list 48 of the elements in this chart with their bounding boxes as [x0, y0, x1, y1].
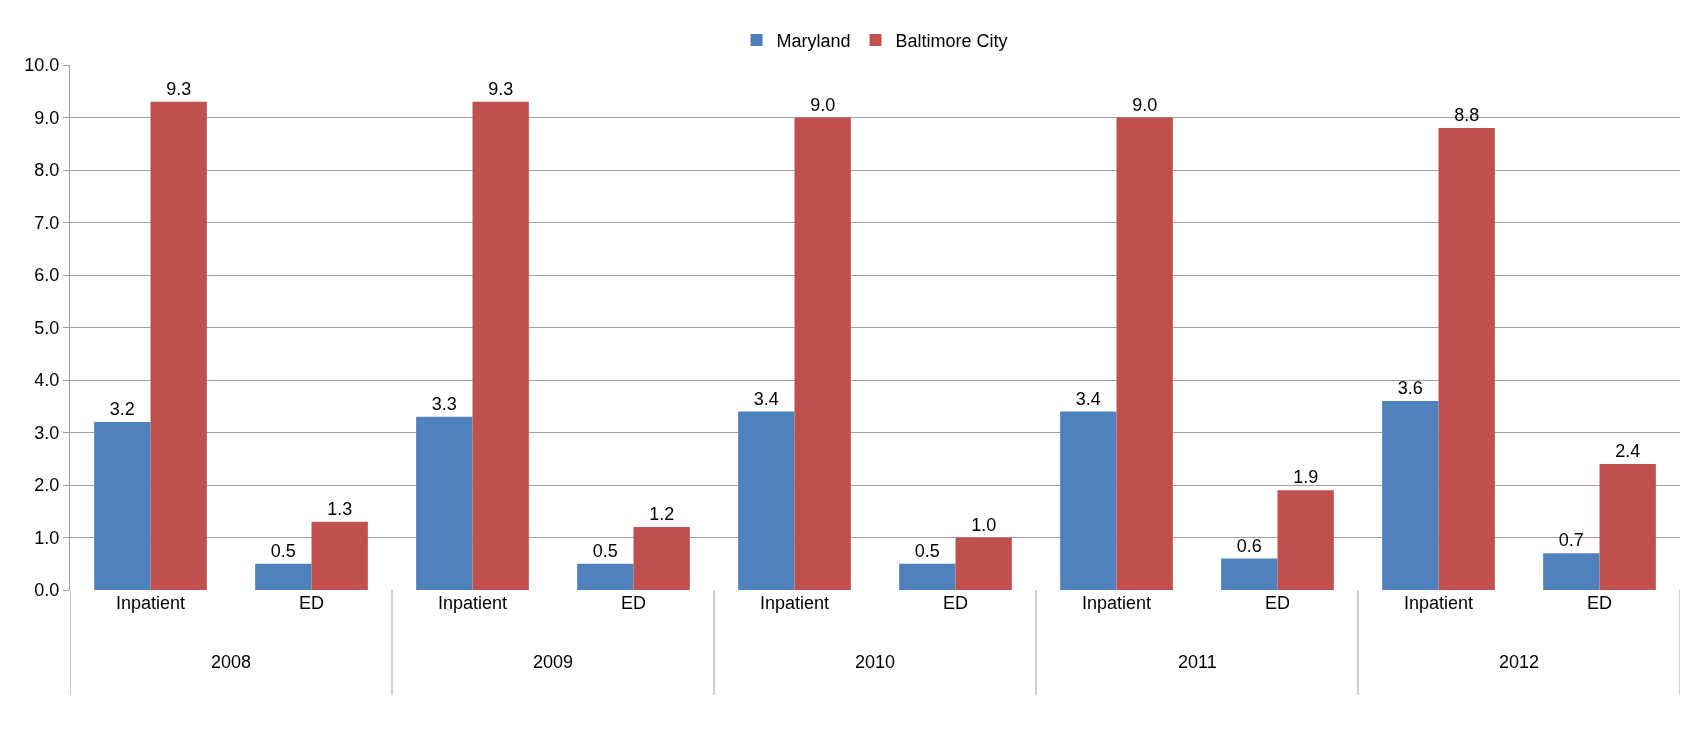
- y-tick-label: 1.0: [34, 527, 60, 548]
- data-label: 1.0: [971, 514, 997, 535]
- legend-label: Baltimore City: [895, 31, 1008, 52]
- data-label: 8.8: [1454, 105, 1480, 125]
- x-tick-label: ED: [620, 593, 647, 613]
- data-label: 1.9: [1293, 467, 1319, 488]
- text: 2008: [211, 652, 252, 672]
- y-tick-label: 7.0: [34, 212, 60, 233]
- text: 2009: [533, 652, 574, 672]
- text: 2011: [1178, 652, 1217, 672]
- y-tick-label: 5.0: [34, 317, 60, 338]
- text: 2010: [855, 652, 896, 672]
- y-tick-label: 3.0: [34, 422, 60, 443]
- data-label: 2.4: [1615, 441, 1641, 461]
- data-label: 0.5: [270, 540, 296, 561]
- x-tick-label: Inpatient: [115, 593, 186, 613]
- data-label: 9.0: [810, 94, 836, 115]
- y-tick-label: 2.0: [34, 475, 60, 496]
- x-tick-label: Inpatient: [1081, 593, 1152, 613]
- data-label: 0.5: [592, 540, 618, 561]
- x-tick-label: ED: [1586, 593, 1613, 613]
- data-label: 3.4: [753, 388, 779, 409]
- y-tick-label: 10.0: [24, 55, 60, 76]
- legend-label: Maryland: [776, 31, 851, 52]
- data-label: 1.3: [327, 498, 353, 519]
- data-label: 0.6: [1236, 535, 1262, 556]
- x-tick-label: ED: [298, 593, 325, 613]
- x-tick-label: ED: [942, 593, 969, 613]
- data-label: 0.7: [1558, 530, 1584, 551]
- text: 2012: [1499, 652, 1540, 672]
- x-tick-label: Inpatient: [437, 593, 508, 613]
- data-label: 3.2: [109, 399, 135, 419]
- data-label: 9.3: [488, 78, 514, 99]
- data-label: 1.2: [649, 504, 675, 524]
- y-tick-label: 8.0: [34, 160, 60, 181]
- data-label: 3.3: [431, 393, 457, 414]
- y-tick-label: 0.0: [34, 580, 60, 601]
- y-tick-label: 4.0: [34, 370, 60, 391]
- data-label: 3.6: [1397, 378, 1423, 398]
- data-label: 9.0: [1132, 94, 1158, 115]
- y-tick-label: 6.0: [34, 265, 60, 286]
- x-tick-label: Inpatient: [759, 593, 830, 613]
- data-label: 3.4: [1075, 388, 1101, 409]
- data-label: 9.3: [166, 78, 192, 99]
- x-tick-label: ED: [1264, 593, 1291, 613]
- x-tick-label: Inpatient: [1403, 593, 1474, 613]
- y-tick-label: 9.0: [34, 107, 60, 128]
- data-label: 0.5: [914, 540, 940, 561]
